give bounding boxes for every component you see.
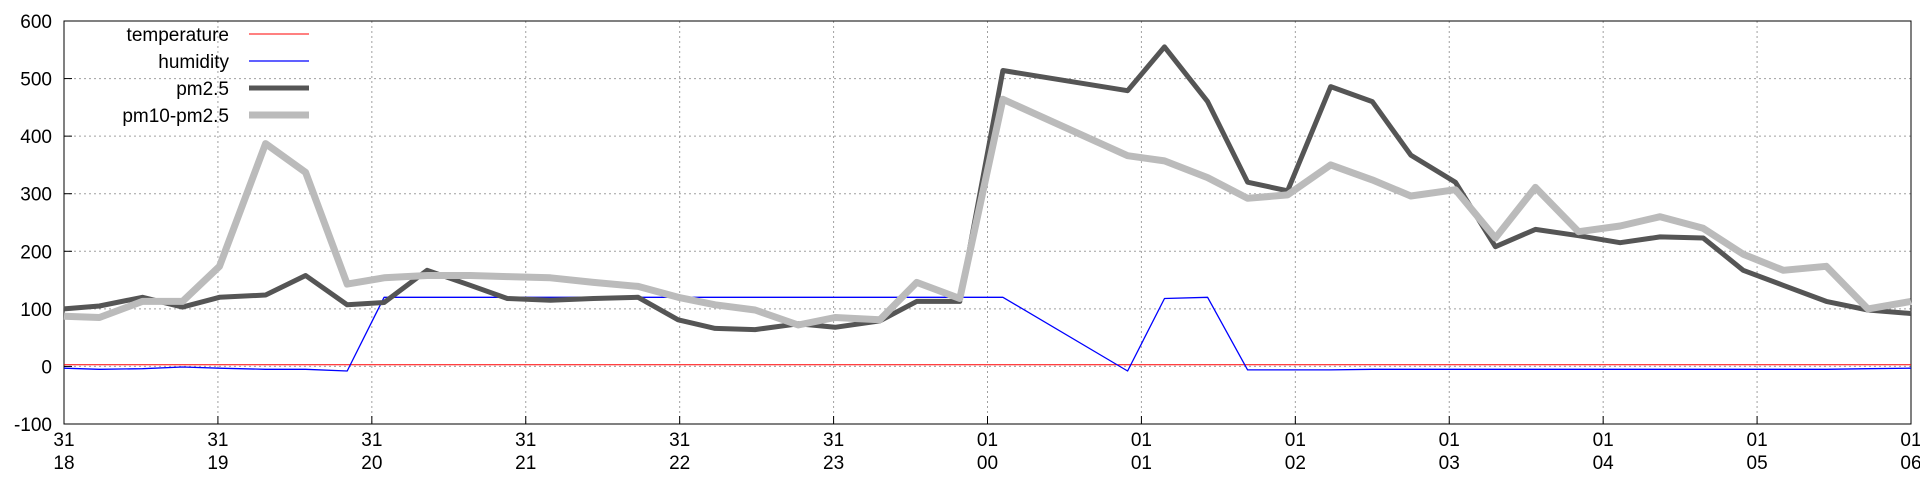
y-tick-label: 300 [20, 185, 52, 206]
y-tick-label: -100 [14, 415, 52, 436]
x-tick-label: 01 01 [1131, 430, 1152, 474]
x-tick-label: 31 22 [669, 430, 690, 474]
x-tick-label: 01 05 [1747, 430, 1768, 474]
legend-label: pm2.5 [176, 79, 229, 100]
y-tick-label: 200 [20, 242, 52, 263]
x-tick-label: 31 20 [361, 430, 382, 474]
y-tick-label: 600 [20, 12, 52, 33]
series-line [63, 296, 1912, 372]
legend-label: temperature [127, 25, 229, 46]
x-tick-label: 31 18 [53, 430, 74, 474]
x-tick-label: 31 21 [515, 430, 536, 474]
y-tick-label: 100 [20, 300, 52, 321]
legend-label: pm10-pm2.5 [122, 106, 229, 127]
x-tick-label: 31 19 [207, 430, 228, 474]
y-tick-label: 0 [41, 357, 52, 378]
y-tick-label: 500 [20, 70, 52, 91]
x-tick-label: 31 23 [823, 430, 844, 474]
series-line [63, 95, 1912, 329]
x-tick-label: 01 06 [1900, 430, 1920, 474]
plot-border [63, 20, 1912, 425]
x-tick-label: 01 00 [977, 430, 998, 474]
y-tick-label: 400 [20, 127, 52, 148]
legend-label: humidity [158, 52, 229, 73]
x-tick-label: 01 02 [1285, 430, 1306, 474]
series-line [63, 44, 1912, 333]
x-tick-label: 01 03 [1439, 430, 1460, 474]
x-tick-label: 01 04 [1593, 430, 1615, 474]
